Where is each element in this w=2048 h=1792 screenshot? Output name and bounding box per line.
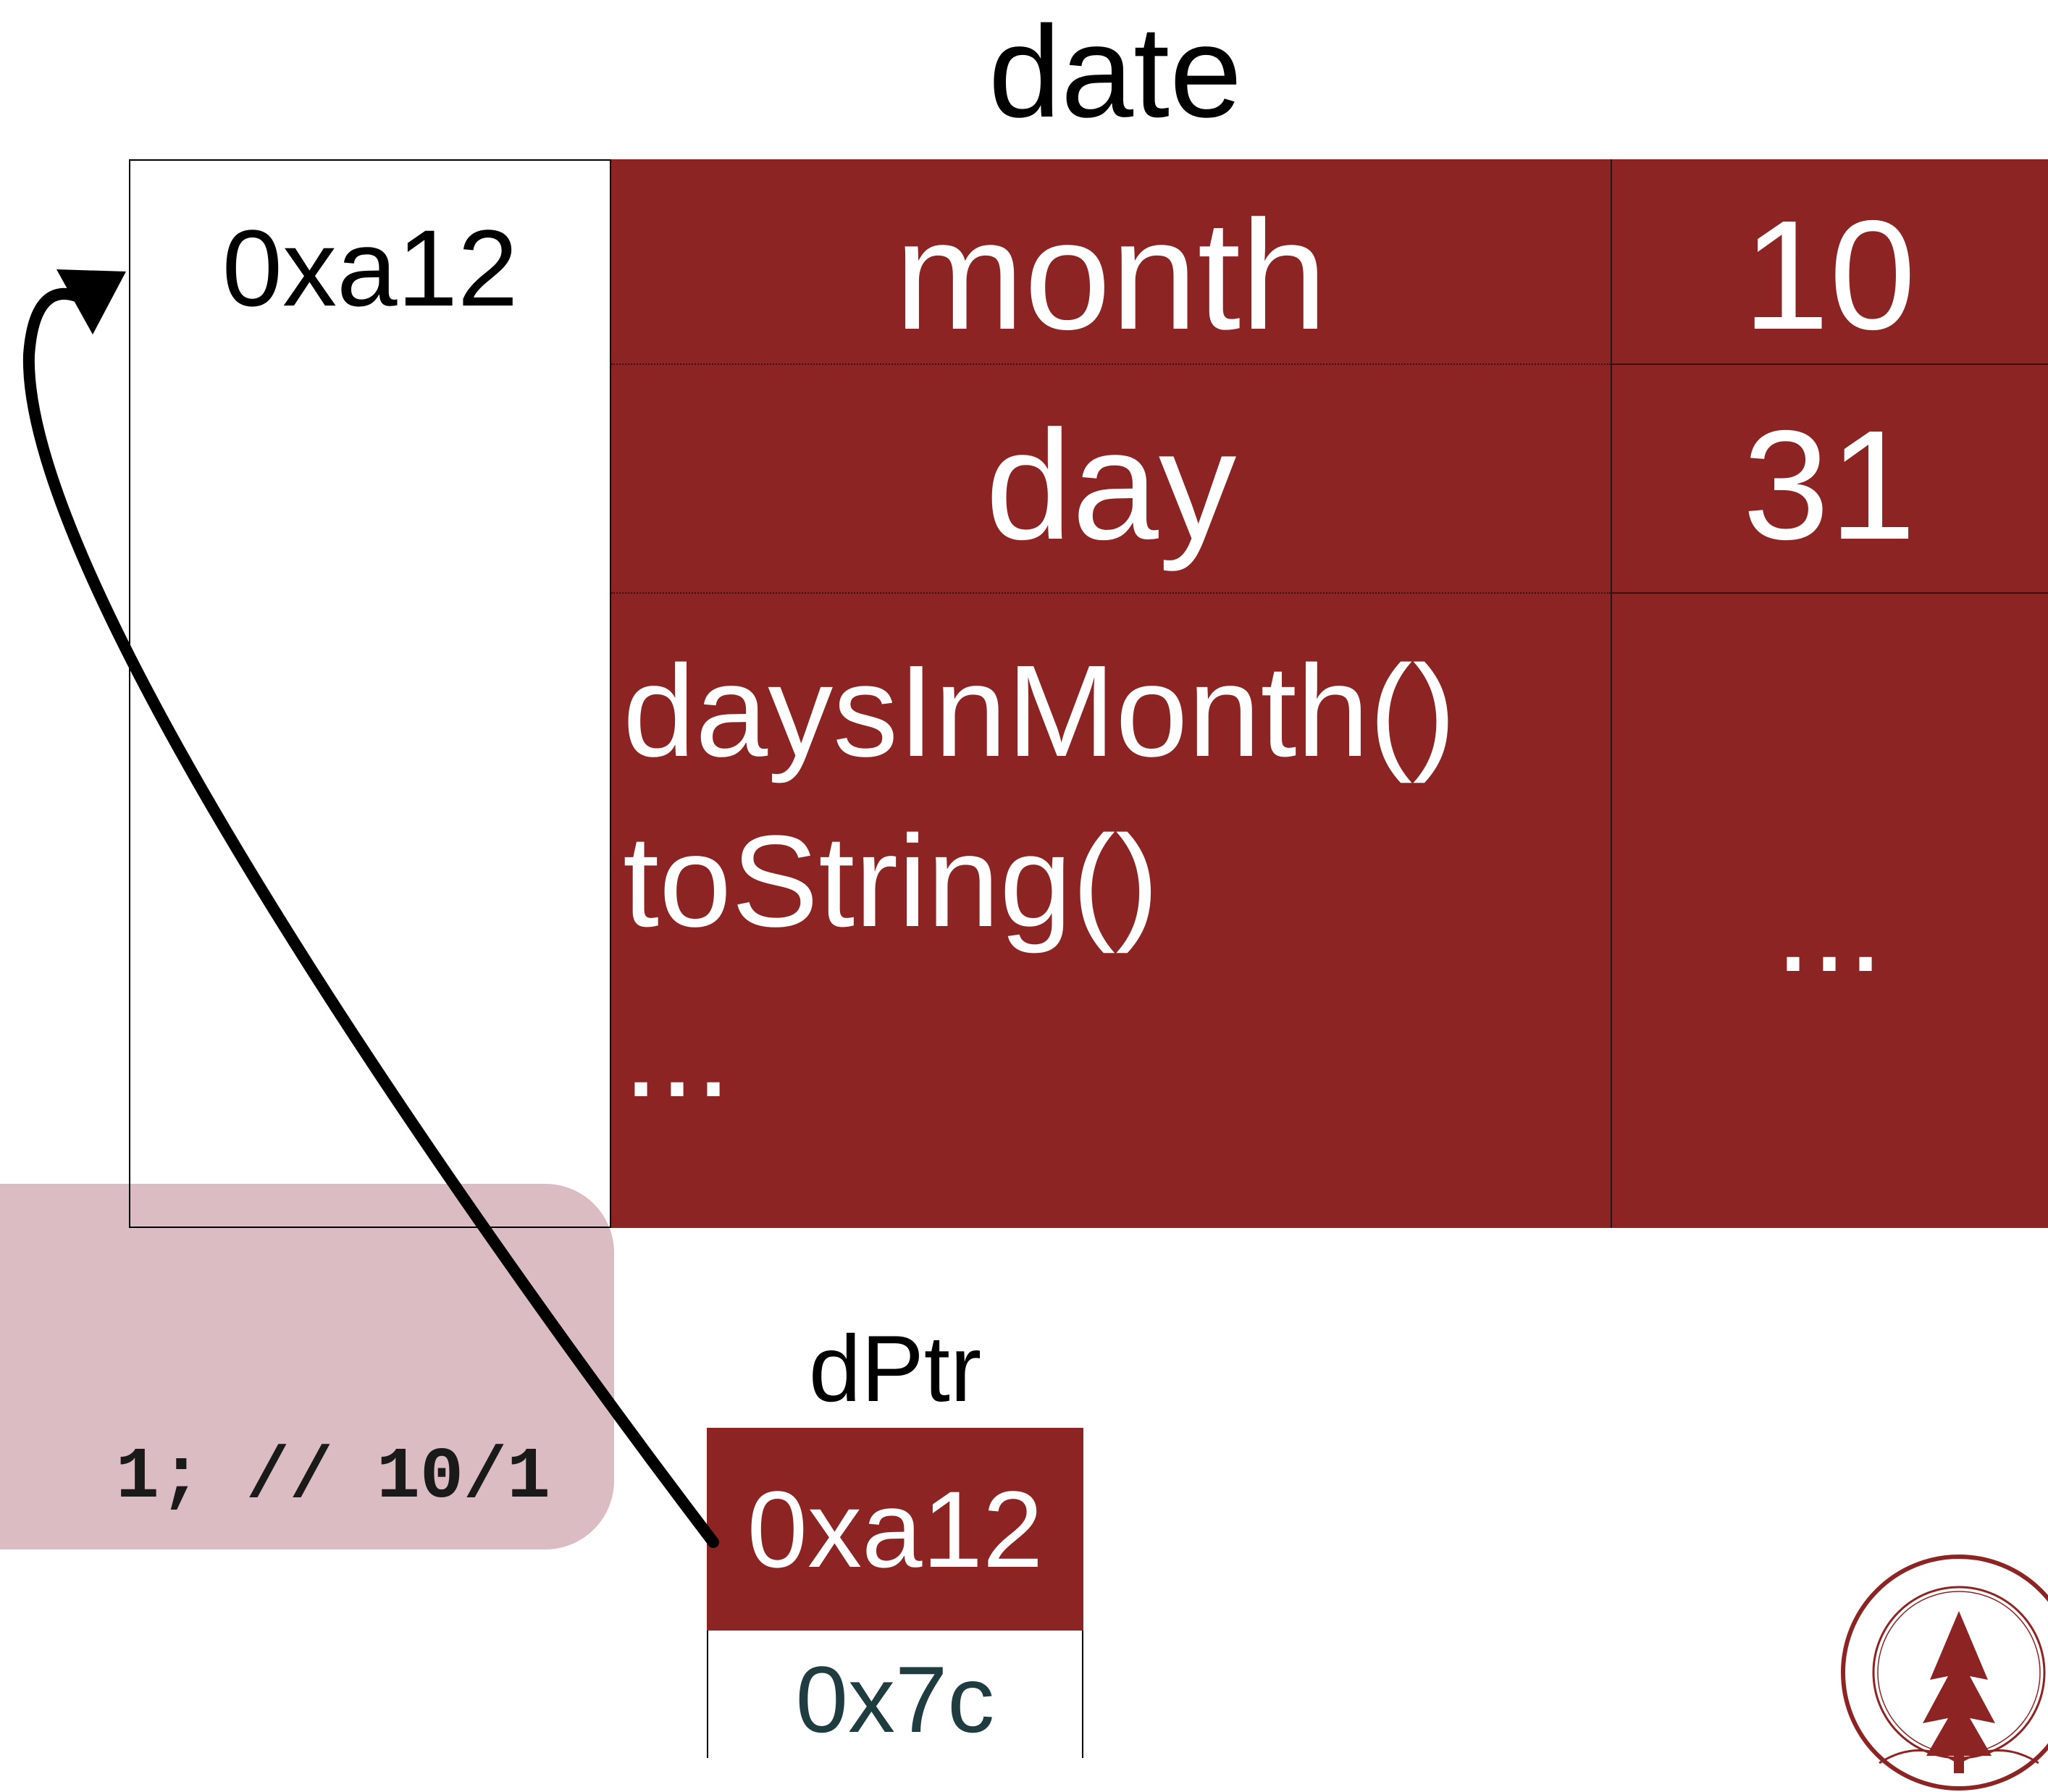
pointer-name: dPtr: [808, 1316, 982, 1421]
pointer-arrow-path: [22, 287, 719, 1548]
object-values-column: [1611, 159, 2048, 1228]
row-divider: [1611, 592, 2048, 594]
code-bubble: [0, 1184, 614, 1549]
code-line: 1; // 10/1: [115, 1437, 550, 1519]
field-value-month: 10: [1742, 188, 1916, 362]
pointer-arrowhead: [56, 269, 126, 335]
method-item: ...: [623, 979, 732, 1124]
method-item: daysInMonth(): [623, 639, 1456, 784]
object-address: 0xa12: [222, 207, 519, 329]
pointer-address: 0x7c: [707, 1631, 1083, 1758]
object-fields-column: [611, 159, 1611, 1228]
methods-value: ...: [1774, 854, 1884, 999]
row-divider: [611, 363, 1611, 365]
university-seal-icon: [1841, 1555, 2048, 1791]
object-title: date: [988, 0, 1243, 145]
method-list: daysInMonth() toString() ...: [623, 626, 1456, 1137]
field-name-month: month: [894, 188, 1327, 362]
field-value-day: 31: [1742, 397, 1916, 572]
method-item: toString(): [623, 809, 1159, 954]
pointer-value: 0xa12: [707, 1428, 1083, 1631]
row-divider: [611, 592, 1611, 594]
field-name-day: day: [985, 397, 1237, 572]
row-divider: [1611, 363, 2048, 365]
object-address-box: [129, 159, 611, 1228]
